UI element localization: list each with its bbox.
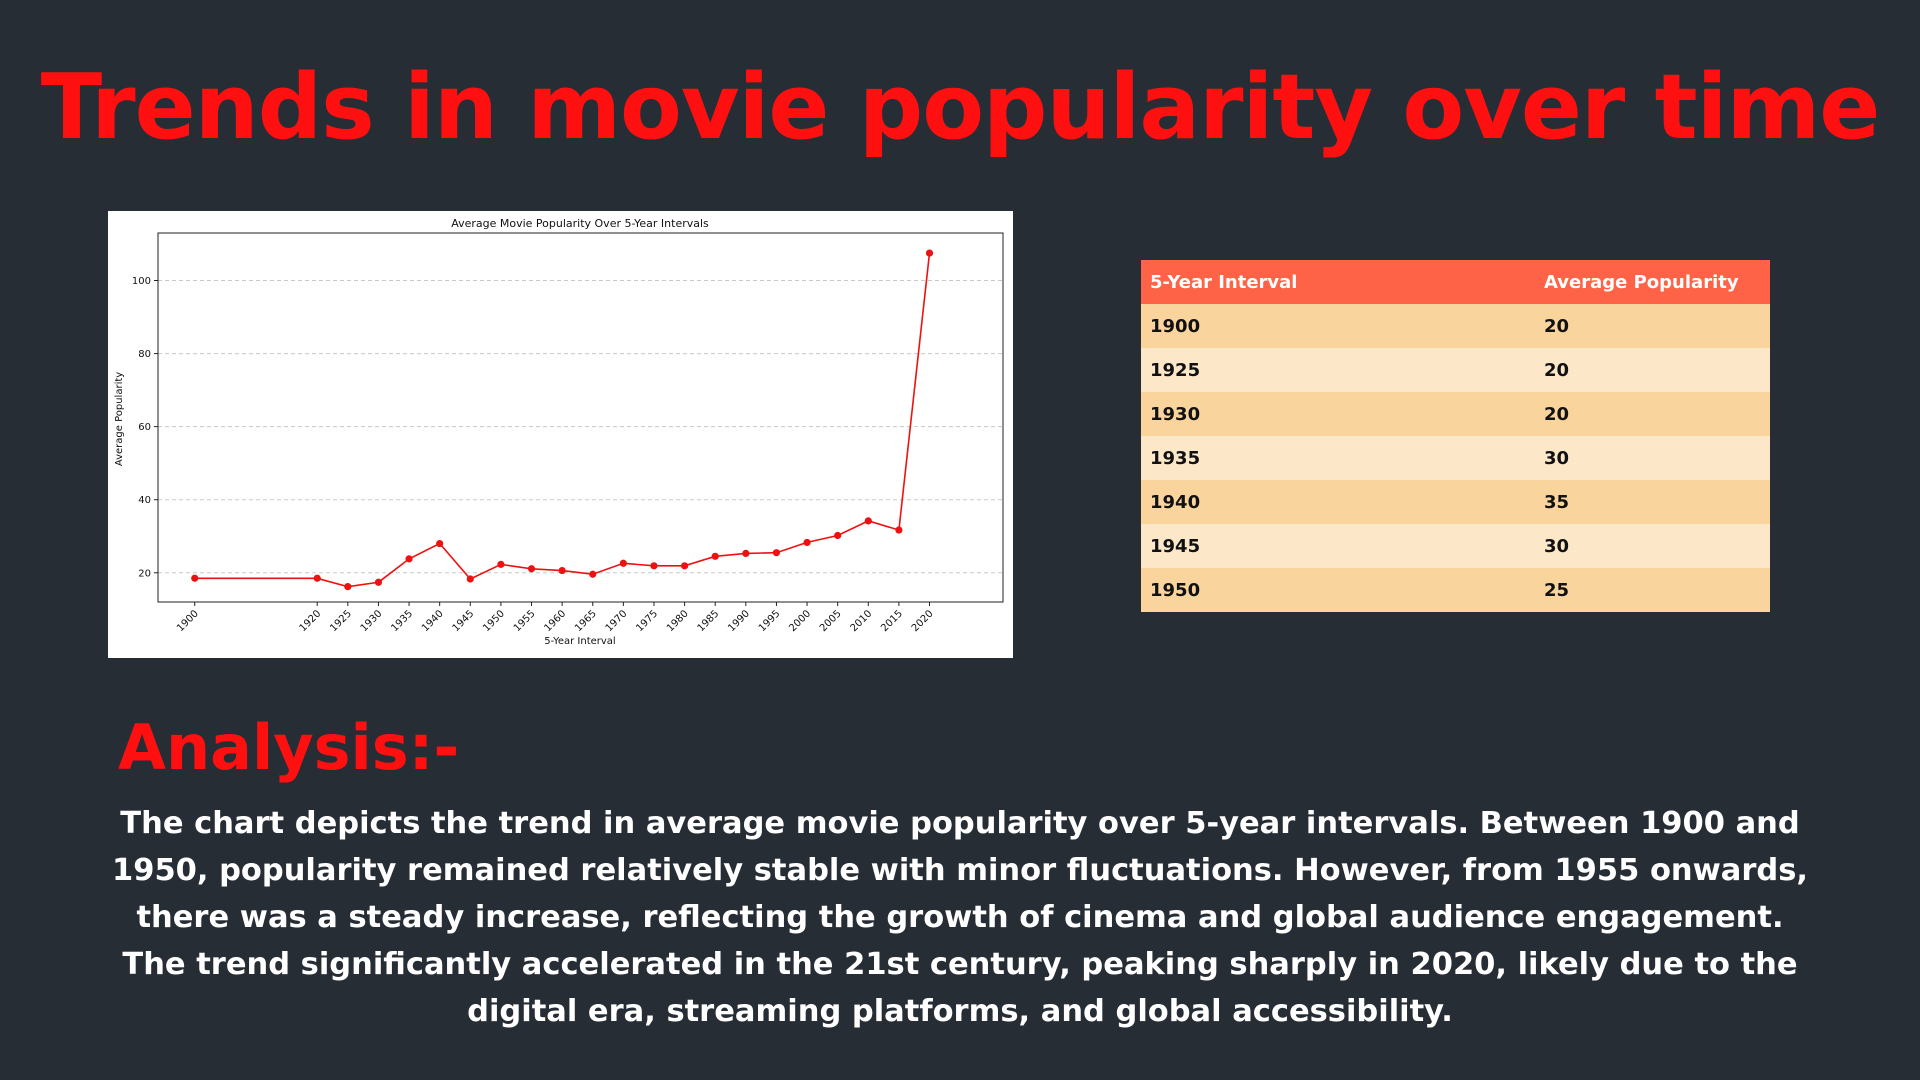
x-tick-label: 2000 [787, 608, 813, 634]
data-point [374, 578, 383, 586]
plot-frame [157, 232, 1004, 603]
table-row: 1950 25 [1141, 568, 1770, 612]
table-cell-popularity: 30 [1535, 524, 1770, 568]
table-row: 1940 35 [1141, 480, 1770, 524]
table-cell-popularity: 20 [1535, 304, 1770, 348]
data-point [711, 552, 719, 560]
x-tick-label: 1950 [481, 608, 507, 634]
data-point [558, 566, 566, 575]
data-point [680, 562, 689, 570]
table-cell-interval: 1945 [1141, 524, 1535, 568]
data-point [466, 575, 474, 583]
chart-svg: 20 40 60 80 100 1900 1920 1925 1930 1935 1940 1945… [114, 217, 1004, 647]
table-row: 1935 30 [1141, 436, 1770, 480]
series-line [194, 253, 931, 588]
x-tick-label: 1935 [389, 608, 415, 634]
x-tick-label: 1960 [542, 608, 568, 634]
table-header-interval: 5-Year Interval [1141, 260, 1535, 304]
y-axis-label: Average Popularity [114, 372, 125, 466]
table-row: 1900 20 [1141, 304, 1770, 348]
data-point [925, 249, 934, 257]
table-row: 1930 20 [1141, 392, 1770, 436]
y-tick-label: 20 [138, 568, 151, 579]
data-point [772, 549, 781, 557]
x-tick-label: 1980 [665, 608, 691, 634]
data-point [191, 574, 199, 582]
data-point [619, 559, 627, 567]
y-tick-label: 60 [138, 422, 151, 433]
x-tick-label: 2010 [849, 608, 875, 634]
table-cell-interval: 1900 [1141, 304, 1535, 348]
data-point [803, 538, 811, 547]
table-cell-interval: 1930 [1141, 392, 1535, 436]
data-point [497, 560, 505, 568]
data-point [344, 583, 352, 591]
data-point [527, 565, 536, 573]
data-point [436, 539, 444, 548]
x-tick-label: 2020 [910, 608, 936, 634]
y-tick-label: 100 [132, 276, 151, 287]
table-cell-interval: 1925 [1141, 348, 1535, 392]
x-tick-label: 1945 [451, 608, 477, 634]
table-cell-popularity: 30 [1535, 436, 1770, 480]
table-row: 1945 30 [1141, 524, 1770, 568]
x-tick-label: 1900 [175, 608, 201, 634]
x-tick-label: 1990 [726, 608, 752, 634]
table-header-row: 5-Year Interval Average Popularity [1141, 260, 1770, 304]
data-point [834, 531, 842, 540]
chart-title: Average Movie Popularity Over 5-Year Int… [451, 217, 709, 230]
page-title: Trends in movie popularity over time [40, 55, 1881, 160]
table-cell-popularity: 25 [1535, 568, 1770, 612]
data-point [405, 555, 413, 563]
x-axis-ticks: 1900 1920 1925 1930 1935 1940 1945 1950 1955 1960… [175, 602, 936, 634]
data-point [313, 574, 321, 582]
series-markers [191, 249, 934, 591]
x-axis-label: 5-Year Interval [544, 636, 615, 647]
table-cell-interval: 1940 [1141, 480, 1535, 524]
x-tick-label: 1970 [604, 608, 630, 634]
data-point [864, 517, 872, 525]
data-point [895, 526, 903, 534]
line-chart: 20 40 60 80 100 1900 1920 1925 1930 1935 1940 1945… [108, 211, 1013, 658]
x-tick-label: 1975 [634, 608, 660, 634]
x-tick-label: 1920 [298, 608, 324, 634]
table-cell-interval: 1950 [1141, 568, 1535, 612]
x-tick-label: 1995 [757, 608, 783, 634]
y-tick-label: 80 [138, 349, 151, 360]
y-tick-label: 40 [138, 495, 151, 506]
table-cell-popularity: 20 [1535, 348, 1770, 392]
x-tick-label: 2015 [879, 608, 905, 634]
analysis-paragraph: The chart depicts the trend in average m… [112, 806, 1808, 1029]
y-axis-ticks: 20 40 60 80 100 [132, 276, 158, 579]
x-tick-label: 1955 [512, 608, 538, 634]
x-tick-label: 1965 [573, 608, 599, 634]
chart-gridlines [158, 279, 1003, 574]
table-cell-popularity: 20 [1535, 392, 1770, 436]
table-cell-interval: 1935 [1141, 436, 1535, 480]
table-row: 1925 20 [1141, 348, 1770, 392]
table-header-popularity: Average Popularity [1535, 260, 1770, 304]
data-point [742, 549, 750, 558]
analysis-heading: Analysis:- [118, 711, 460, 784]
table-cell-popularity: 35 [1535, 480, 1770, 524]
x-tick-label: 1930 [359, 608, 385, 634]
x-tick-label: 2005 [818, 608, 844, 634]
x-tick-label: 1940 [420, 608, 446, 634]
x-tick-label: 1985 [696, 608, 722, 634]
x-tick-label: 1925 [328, 608, 354, 634]
popularity-table: 5-Year Interval Average Popularity 1900 … [1141, 260, 1770, 612]
data-point [589, 570, 597, 578]
data-point [650, 562, 658, 570]
